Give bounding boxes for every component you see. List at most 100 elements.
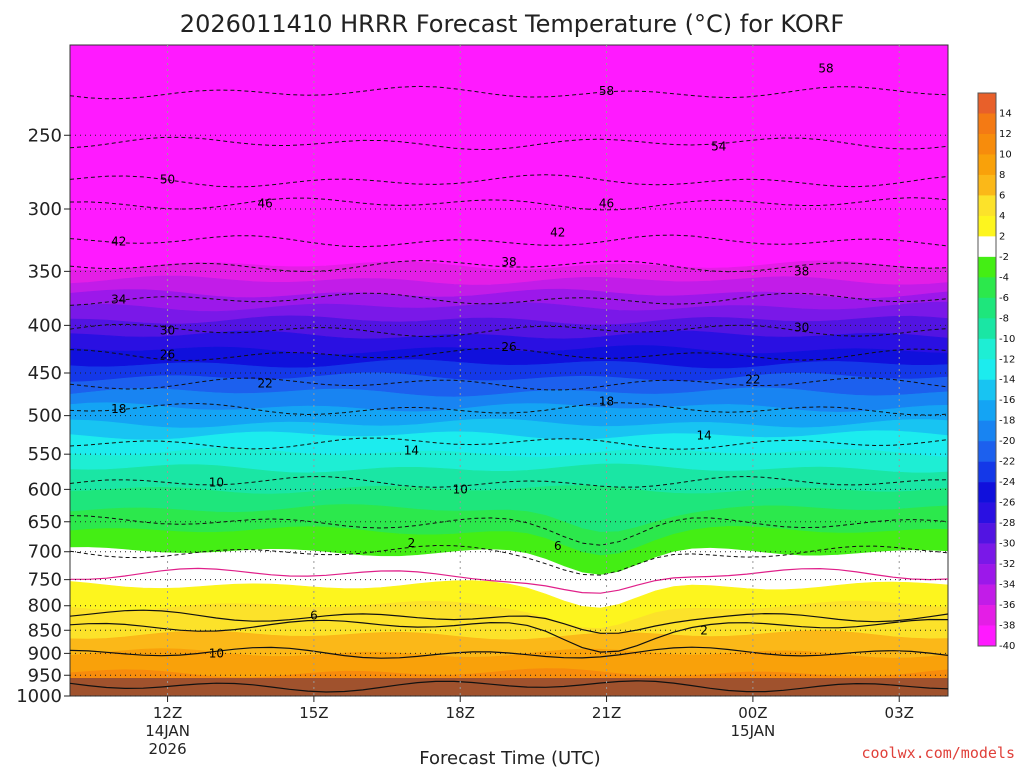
y-tick-label: 300 (28, 199, 62, 220)
chart-title: 2026011410 HRRR Forecast Temperature (°C… (180, 10, 844, 38)
contour-line (69, 174, 949, 188)
contour-label: 38 (794, 264, 809, 278)
contour-line (69, 646, 949, 659)
contour-label: 22 (745, 372, 760, 386)
colorbar-swatch (978, 564, 996, 585)
colorbar-label: -14 (999, 375, 1015, 386)
colorbar-swatch (978, 523, 996, 544)
colorbar-swatch (978, 215, 996, 237)
colorbar-swatch (978, 482, 996, 503)
y-tick-label: 500 (28, 406, 62, 427)
colorbar-label: -6 (999, 293, 1009, 304)
contour-label: 10 (209, 646, 224, 660)
colorbar-label: -20 (999, 436, 1015, 447)
colorbar-swatch (978, 461, 996, 483)
plot-frame (69, 44, 949, 697)
x-tick-label: 00Z (738, 704, 767, 722)
contour-label: 2 (700, 623, 708, 637)
fill-band-minus-40 (69, 44, 949, 271)
y-tick-label: 850 (28, 620, 62, 641)
colorbar-label: -26 (999, 498, 1015, 509)
grid-lines (70, 45, 948, 697)
contour-label: 34 (111, 292, 126, 306)
plot-area (69, 44, 949, 697)
colorbar-label: -28 (999, 518, 1015, 529)
colorbar-swatch (978, 318, 996, 340)
contour-label: 14 (404, 443, 419, 457)
y-tick-label: 900 (28, 643, 62, 664)
colorbar-label: -12 (999, 354, 1015, 365)
contour-line (69, 618, 949, 653)
colorbar-label: -34 (999, 580, 1015, 591)
x-tick-label: 15Z (299, 704, 328, 722)
colorbar-swatch (978, 338, 996, 360)
contour-label: 30 (160, 323, 175, 337)
colorbar-swatch (978, 236, 996, 258)
colorbar-swatch (978, 133, 996, 155)
colorbar-swatch (978, 93, 996, 114)
colorbar-legend: 14 12 10 8 6 4 2 -2 -4 -6 -8 -10 -12 -14 -16 -18 -20 -22 -… (977, 92, 1015, 652)
colorbar-swatch (978, 154, 996, 176)
colorbar-swatch (978, 277, 996, 299)
contour-label: 38 (501, 255, 516, 269)
colorbar-label: 12 (999, 129, 1012, 140)
colorbar-swatch (978, 605, 996, 626)
y-axis-pressure: 2503003504004505005506006507007508008509… (16, 125, 70, 707)
contour-label: 42 (111, 234, 126, 248)
contour-label: 54 (711, 139, 726, 153)
colorbar-frame (977, 92, 997, 647)
colorbar-label: 6 (999, 190, 1005, 201)
contour-label: 22 (257, 377, 272, 391)
colorbar-swatch (978, 113, 996, 135)
contour-line (69, 680, 949, 693)
contour-label: 2 (408, 536, 416, 550)
x-axis-label: Forecast Time (UTC) (419, 748, 600, 768)
contour-line (69, 544, 949, 576)
x-tick-date: 15JAN (731, 722, 776, 740)
colorbar-swatch (978, 441, 996, 462)
colorbar-label: -36 (999, 600, 1015, 611)
contour-label: 46 (257, 197, 272, 211)
colorbar-label: -8 (999, 313, 1009, 324)
y-tick-label: 250 (28, 125, 62, 146)
colorbar-swatch (978, 359, 996, 381)
x-tick-date: 14JAN (145, 722, 190, 740)
colorbar-label: -18 (999, 416, 1015, 427)
ground-strip (70, 678, 948, 696)
colorbar-swatch (978, 625, 996, 647)
contour-label: 6 (554, 539, 562, 553)
x-tick-label: 21Z (592, 704, 621, 722)
colorbar-label: -24 (999, 477, 1015, 488)
colorbar-label: -2 (999, 252, 1009, 263)
contour-label: 58 (818, 62, 833, 76)
y-tick-label: 1000 (16, 686, 62, 707)
y-tick-label: 350 (28, 261, 62, 282)
contour-line (69, 377, 949, 391)
colorbar-swatch (978, 502, 996, 524)
colorbar-swatch (978, 584, 996, 606)
colorbar-label: 4 (999, 211, 1005, 222)
y-tick-label: 600 (28, 479, 62, 500)
contour-label: 14 (696, 428, 711, 442)
colorbar-swatch (978, 174, 996, 196)
contour-label: 30 (794, 320, 809, 334)
contour-label: 50 (160, 173, 175, 187)
contour-label: 42 (550, 226, 565, 240)
y-tick-label: 800 (28, 596, 62, 617)
colorbar-label: -38 (999, 621, 1015, 632)
colorbar-label: 8 (999, 170, 1005, 181)
colorbar-label: -22 (999, 457, 1015, 468)
y-tick-label: 400 (28, 315, 62, 336)
colorbar-swatch (978, 256, 996, 278)
credit-link[interactable]: coolwx.com/models (861, 744, 1015, 762)
x-tick-label: 12Z (153, 704, 182, 722)
y-tick-label: 950 (28, 665, 62, 686)
contour-label: 46 (599, 197, 614, 211)
colorbar-label: -16 (999, 395, 1015, 406)
colorbar-label: -40 (999, 641, 1015, 652)
contour-line (69, 136, 949, 151)
y-tick-label: 750 (28, 570, 62, 591)
colorbar-label: -32 (999, 559, 1015, 570)
